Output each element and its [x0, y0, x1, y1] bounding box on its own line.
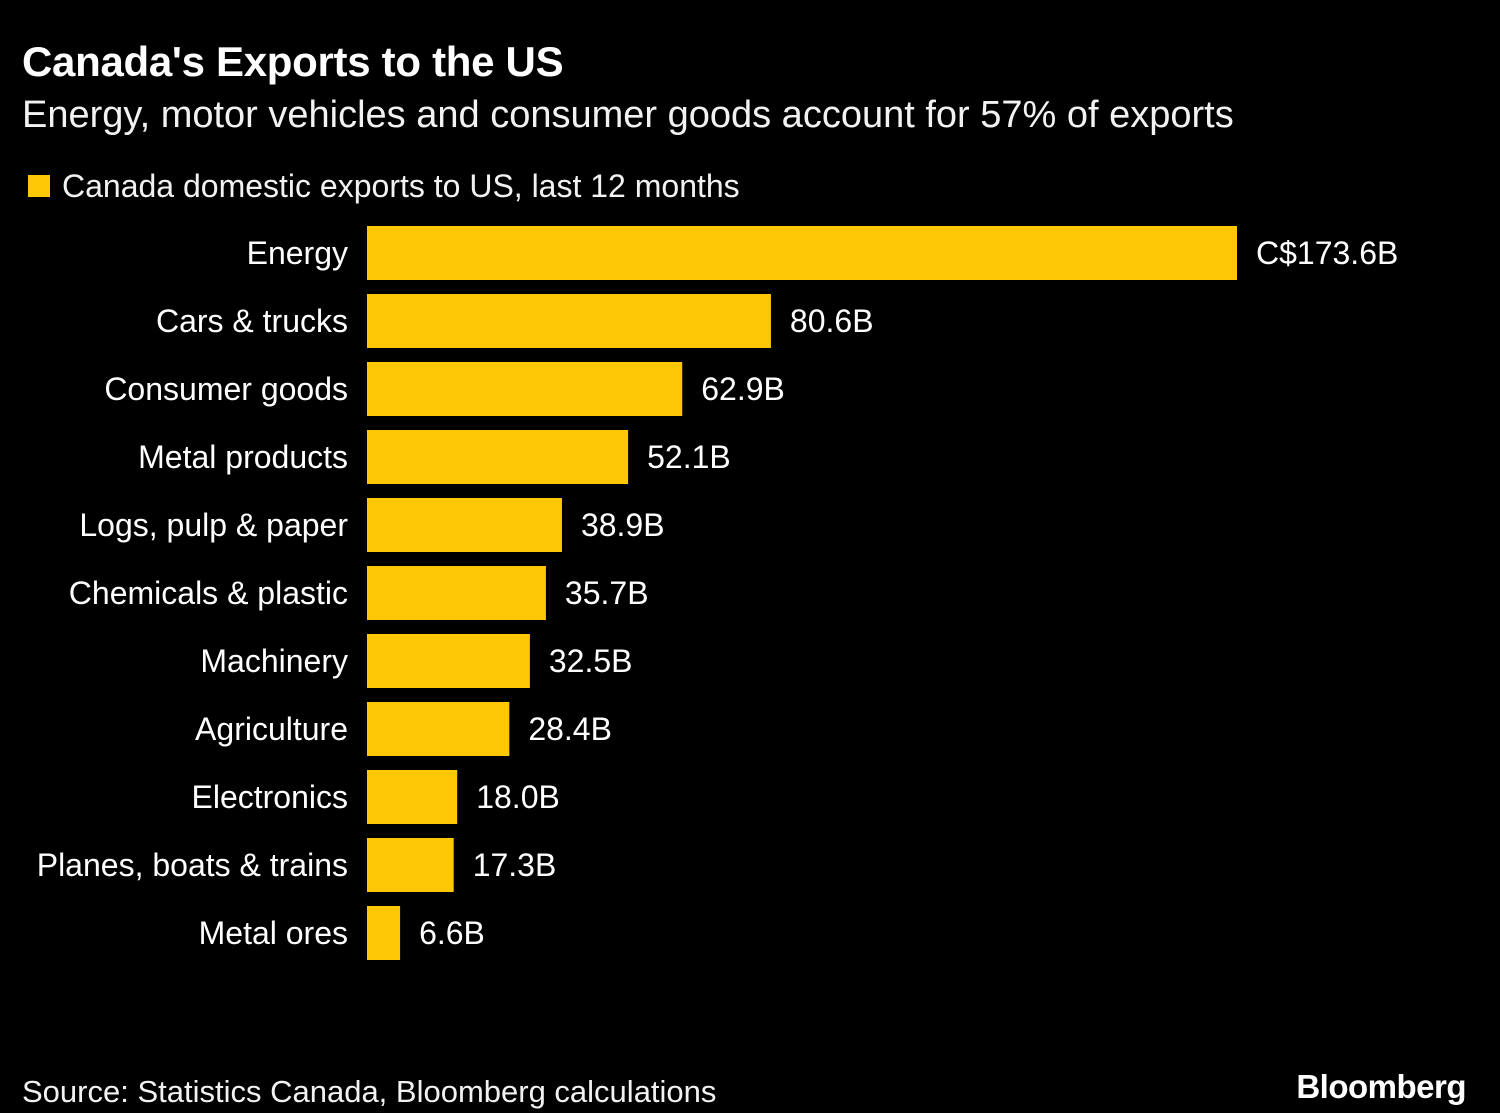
data-label: 6.6B	[419, 915, 485, 951]
bar	[367, 362, 683, 416]
bar	[367, 430, 629, 484]
data-label: 38.9B	[581, 507, 665, 543]
category-label: Metal products	[138, 439, 348, 475]
category-label: Machinery	[200, 643, 348, 679]
chart-title: Canada's Exports to the US	[22, 38, 564, 85]
category-label: Planes, boats & trains	[37, 847, 348, 883]
bloomberg-logo: Bloomberg	[1296, 1068, 1466, 1105]
legend-swatch	[28, 175, 50, 197]
data-label: C$173.6B	[1256, 235, 1398, 271]
bar	[367, 294, 771, 348]
category-label: Logs, pulp & paper	[79, 507, 348, 543]
data-label: 80.6B	[790, 303, 874, 339]
data-label: 62.9B	[701, 371, 785, 407]
category-label: Metal ores	[199, 915, 348, 951]
category-label: Electronics	[192, 779, 349, 815]
category-label: Cars & trucks	[156, 303, 348, 339]
data-label: 52.1B	[647, 439, 731, 475]
bar	[367, 498, 562, 552]
chart-subtitle: Energy, motor vehicles and consumer good…	[22, 94, 1234, 136]
bar	[367, 838, 454, 892]
category-label: Consumer goods	[104, 371, 348, 407]
category-label: Energy	[247, 235, 348, 271]
bar	[367, 906, 401, 960]
bar	[367, 634, 530, 688]
data-label: 32.5B	[549, 643, 633, 679]
bar	[367, 226, 1237, 280]
chart-legend: Canada domestic exports to US, last 12 m…	[28, 166, 740, 206]
category-label: Agriculture	[195, 711, 348, 747]
bar	[367, 770, 458, 824]
data-label: 35.7B	[565, 575, 649, 611]
category-label: Chemicals & plastic	[69, 575, 348, 611]
data-label: 18.0B	[476, 779, 560, 815]
bar	[367, 702, 510, 756]
legend-label: Canada domestic exports to US, last 12 m…	[62, 167, 740, 204]
data-label: 28.4B	[528, 711, 612, 747]
source-note: Source: Statistics Canada, Bloomberg cal…	[22, 1074, 717, 1109]
data-label: 17.3B	[473, 847, 557, 883]
bar	[367, 566, 546, 620]
